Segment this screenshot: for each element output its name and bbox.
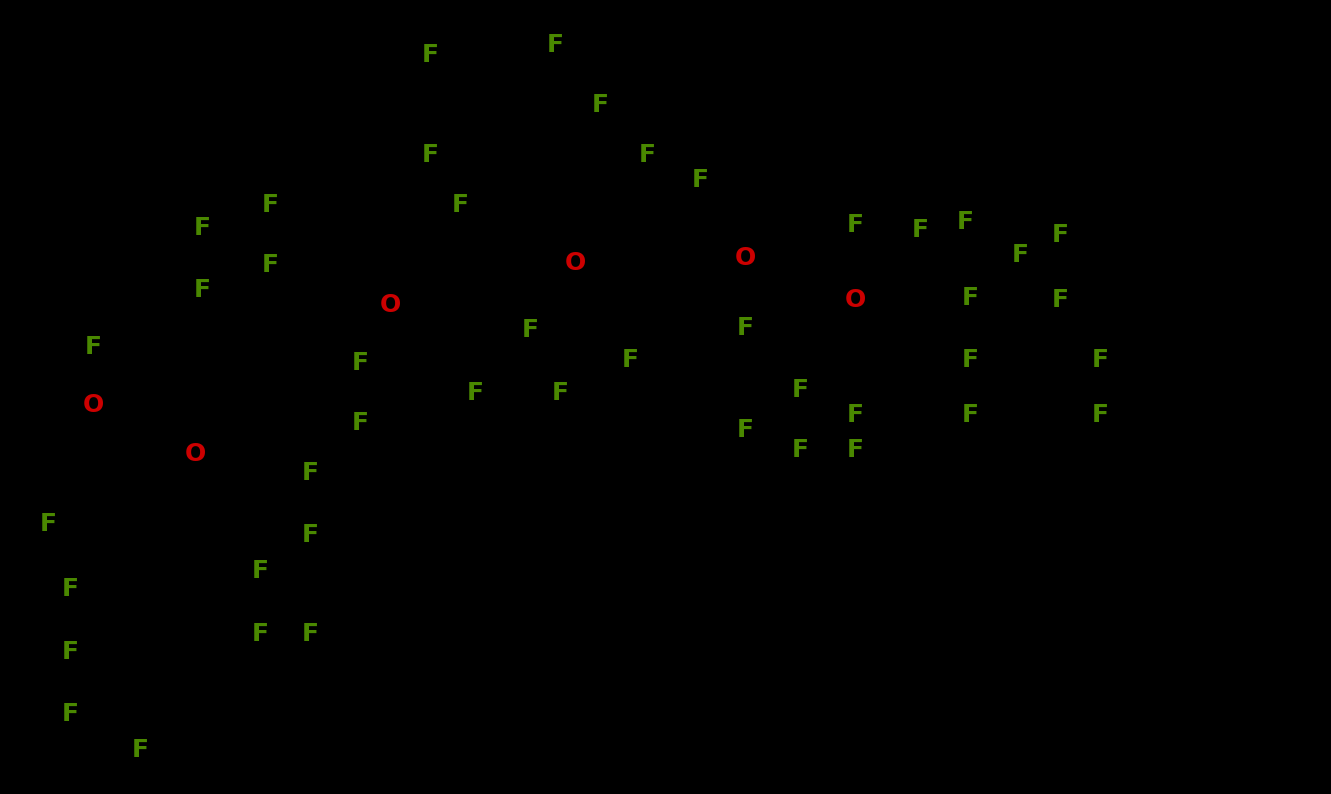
Text: O: O [379,293,401,317]
Text: F: F [422,143,438,167]
Text: F: F [302,622,318,646]
Text: F: F [961,403,978,427]
Text: F: F [193,216,210,240]
Text: F: F [847,438,864,462]
Text: F: F [261,193,278,217]
Text: F: F [912,218,929,242]
Text: F: F [1051,288,1069,312]
Text: F: F [847,213,864,237]
Text: O: O [735,246,756,270]
Text: F: F [591,93,608,117]
Text: F: F [302,523,318,547]
Text: F: F [961,286,978,310]
Text: F: F [422,43,438,67]
Text: F: F [692,168,708,192]
Text: F: F [847,403,864,427]
Text: F: F [252,559,269,583]
Text: O: O [185,442,205,466]
Text: O: O [564,251,586,275]
Text: F: F [252,622,269,646]
Text: F: F [1091,348,1109,372]
Text: F: F [736,418,753,442]
Text: F: F [792,378,808,402]
Text: F: F [61,640,79,664]
Text: F: F [84,335,101,359]
Text: F: F [193,278,210,302]
Text: F: F [622,348,639,372]
Text: F: F [1012,243,1029,267]
Text: F: F [1091,403,1109,427]
Text: F: F [351,351,369,375]
Text: F: F [961,348,978,372]
Text: F: F [302,461,318,485]
Text: F: F [451,193,469,217]
Text: O: O [83,393,104,417]
Text: F: F [40,512,56,536]
Text: F: F [551,381,568,405]
Text: F: F [547,33,563,57]
Text: F: F [261,253,278,277]
Text: F: F [1051,223,1069,247]
Text: F: F [61,702,79,726]
Text: F: F [639,143,655,167]
Text: F: F [132,738,149,762]
Text: F: F [466,381,483,405]
Text: F: F [351,411,369,435]
Text: O: O [844,288,865,312]
Text: F: F [736,316,753,340]
Text: F: F [957,210,973,234]
Text: F: F [522,318,539,342]
Text: F: F [792,438,808,462]
Text: F: F [61,577,79,601]
